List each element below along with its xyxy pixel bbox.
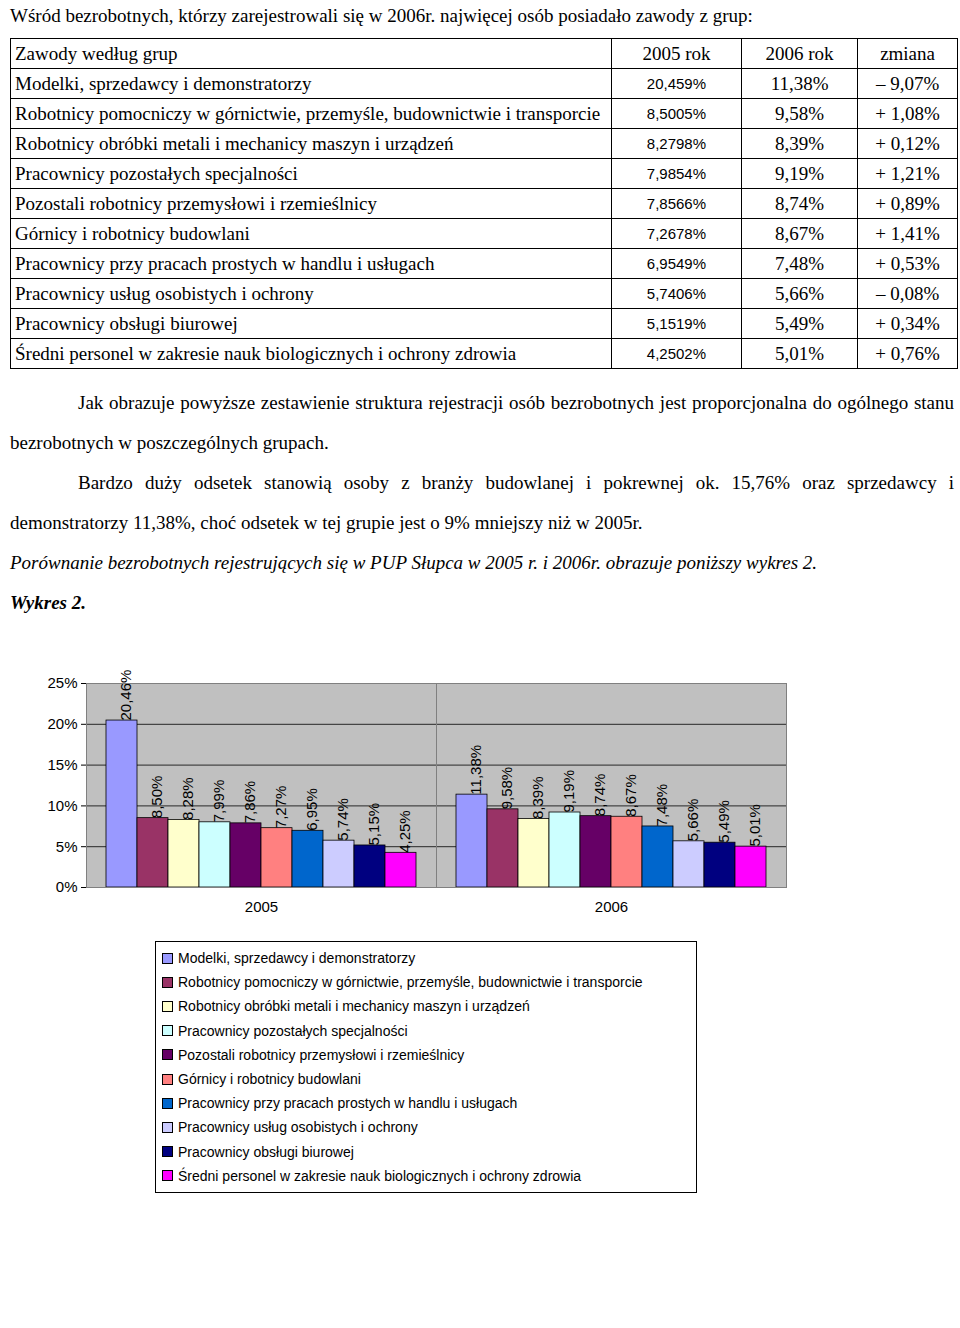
- svg-text:9,19%: 9,19%: [560, 770, 577, 813]
- svg-text:11,38%: 11,38%: [467, 745, 484, 795]
- svg-text:5,01%: 5,01%: [746, 804, 763, 847]
- html-text:Pracownicy obsługi biurowej: Pracownicy obsługi biurowej: [178, 1143, 354, 1160]
- svg-text:7,48%: 7,48%: [653, 784, 670, 827]
- html-text:Bardzo duży odsetek stanowią o: Bardzo duży odsetek stanowią osoby z bra…: [10, 472, 954, 533]
- html-text:8,39%: 8,39%: [775, 133, 825, 154]
- svg-text:0%: 0%: [56, 878, 78, 895]
- html-text:7,9854%: 7,9854%: [646, 165, 706, 182]
- html-text:Modelki, sprzedawcy i demonstr: Modelki, sprzedawcy i demonstratorzy: [178, 950, 416, 967]
- html-text:Robotnicy obróbki metali i mec: Robotnicy obróbki metali i mechanicy mas…: [178, 998, 530, 1015]
- html-text:Średni personel w zakresie nau: Średni personel w zakresie nauk biologic…: [15, 343, 517, 364]
- html-text:8,74%: 8,74%: [775, 193, 825, 214]
- html-text:Górnicy i robotnicy budowlani: Górnicy i robotnicy budowlani: [15, 223, 250, 244]
- svg-text:5,74%: 5,74%: [334, 798, 351, 841]
- html-text:6,9549%: 6,9549%: [646, 255, 706, 272]
- html-text:5,01%: 5,01%: [775, 343, 825, 364]
- html-text:7,2678%: 7,2678%: [646, 225, 706, 242]
- html-text:Robotnicy obróbki metali i mec: Robotnicy obróbki metali i mechanicy mas…: [15, 133, 454, 154]
- html-text:+ 1,08%: + 1,08%: [875, 103, 940, 124]
- html-text:7,48%: 7,48%: [775, 253, 825, 274]
- html-text:+ 0,53%: + 0,53%: [875, 253, 940, 274]
- svg-text:7,86%: 7,86%: [241, 781, 258, 824]
- svg-text:9,58%: 9,58%: [498, 767, 515, 810]
- html-text:zmiana: zmiana: [880, 43, 935, 64]
- html-text:9,19%: 9,19%: [775, 163, 825, 184]
- html-text:4,2502%: 4,2502%: [646, 345, 706, 362]
- html-text:20,459%: 20,459%: [646, 75, 706, 92]
- html-text:2006 rok: 2006 rok: [765, 43, 834, 64]
- html-text:+ 0,34%: + 0,34%: [875, 313, 940, 334]
- html-text:9,58%: 9,58%: [775, 103, 825, 124]
- svg-text:7,27%: 7,27%: [272, 786, 289, 829]
- html-text:Pracownicy pozostałych specjal: Pracownicy pozostałych specjalności: [15, 163, 298, 184]
- html-text:Wśród bezrobotnych, którzy zar: Wśród bezrobotnych, którzy zarejestrowal…: [10, 5, 753, 26]
- html-text:Pracownicy przy pracach prosty: Pracownicy przy pracach prostych w handl…: [15, 253, 435, 274]
- html-text:5,49%: 5,49%: [775, 313, 825, 334]
- svg-text:5,15%: 5,15%: [365, 803, 382, 846]
- html-text:+ 1,21%: + 1,21%: [875, 163, 940, 184]
- svg-text:6,95%: 6,95%: [303, 788, 320, 831]
- svg-text:5,49%: 5,49%: [715, 800, 732, 843]
- html-text:Modelki, sprzedawcy i demonstr: Modelki, sprzedawcy i demonstratorzy: [15, 73, 312, 94]
- html-text:Robotnicy pomocniczy w górnict: Robotnicy pomocniczy w górnictwie, przem…: [178, 974, 643, 991]
- html-text:Średni personel w zakresie nau: Średni personel w zakresie nauk biologic…: [178, 1167, 582, 1184]
- html-text:Pozostali robotnicy przemysłow: Pozostali robotnicy przemysłowi i rzemie…: [15, 193, 377, 214]
- svg-text:20,46%: 20,46%: [117, 670, 134, 721]
- html-text:– 0,08%: – 0,08%: [875, 283, 940, 304]
- html-text:+ 0,89%: + 0,89%: [875, 193, 940, 214]
- html-text:– 9,07%: – 9,07%: [875, 73, 940, 94]
- svg-text:15%: 15%: [47, 756, 77, 773]
- svg-text:8,67%: 8,67%: [622, 774, 639, 817]
- html-text:8,5005%: 8,5005%: [646, 105, 706, 122]
- html-text:Pracownicy usług osobistych i: Pracownicy usług osobistych i ochrony: [178, 1119, 418, 1136]
- html-text:Robotnicy pomocniczy w górnict: Robotnicy pomocniczy w górnictwie, przem…: [15, 103, 601, 124]
- svg-text:8,74%: 8,74%: [591, 774, 608, 817]
- html-text:11,38%: 11,38%: [770, 73, 829, 94]
- html-text:Górnicy i robotnicy budowlani: Górnicy i robotnicy budowlani: [178, 1071, 361, 1087]
- html-text:Porównanie bezrobotnych rejest: Porównanie bezrobotnych rejestrujących s…: [10, 552, 818, 573]
- html-text:5,7406%: 5,7406%: [646, 285, 706, 302]
- svg-text:20%: 20%: [47, 715, 77, 732]
- html-text:Pracownicy pozostałych specjal: Pracownicy pozostałych specjalności: [178, 1022, 408, 1039]
- svg-text:25%: 25%: [47, 674, 77, 691]
- svg-text:10%: 10%: [47, 797, 77, 814]
- html-text:Pracownicy przy pracach prosty: Pracownicy przy pracach prostych w handl…: [178, 1095, 518, 1112]
- svg-text:2005: 2005: [245, 898, 278, 915]
- html-text:Jak obrazuje powyższe zestawie: Jak obrazuje powyższe zestawienie strukt…: [10, 392, 954, 453]
- svg-text:4,25%: 4,25%: [396, 810, 413, 853]
- html-text:8,67%: 8,67%: [775, 223, 825, 244]
- html-text:2005 rok: 2005 rok: [642, 43, 711, 64]
- svg-text:8,39%: 8,39%: [529, 776, 546, 819]
- svg-text:8,50%: 8,50%: [148, 776, 165, 819]
- html-text:+ 0,76%: + 0,76%: [875, 343, 940, 364]
- html-text:5,66%: 5,66%: [775, 283, 825, 304]
- svg-text:7,99%: 7,99%: [210, 780, 227, 823]
- html-text:Pozostali robotnicy przemysłow: Pozostali robotnicy przemysłowi i rzemie…: [178, 1046, 465, 1063]
- html-text:Wykres 2.: Wykres 2.: [10, 592, 86, 613]
- html-text:+ 1,41%: + 1,41%: [875, 223, 940, 244]
- html-text:7,8566%: 7,8566%: [646, 195, 706, 212]
- html-text:Pracownicy obsługi biurowej: Pracownicy obsługi biurowej: [15, 313, 238, 334]
- svg-text:5%: 5%: [56, 838, 78, 855]
- svg-text:8,28%: 8,28%: [179, 777, 196, 820]
- html-text:Zawody według grup: Zawody według grup: [15, 43, 178, 64]
- html-text:Pracownicy usług osobistych i: Pracownicy usług osobistych i ochrony: [15, 283, 314, 304]
- html-text:5,1519%: 5,1519%: [646, 315, 706, 332]
- html-text:8,2798%: 8,2798%: [646, 135, 706, 152]
- svg-text:2006: 2006: [595, 898, 628, 915]
- html-text:+ 0,12%: + 0,12%: [875, 133, 940, 154]
- svg-text:5,66%: 5,66%: [684, 799, 701, 842]
